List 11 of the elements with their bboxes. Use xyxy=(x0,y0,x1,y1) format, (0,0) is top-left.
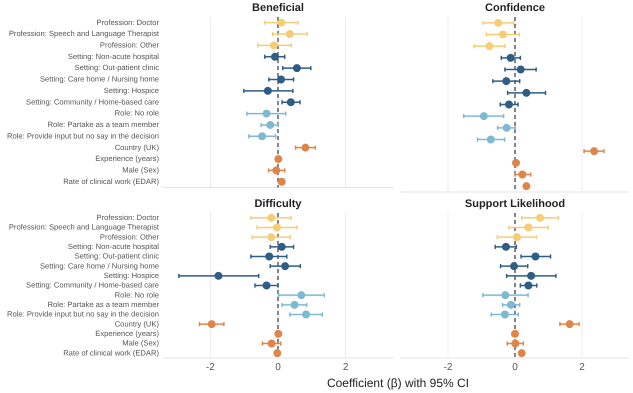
x-tick-label: 0 xyxy=(512,362,518,373)
chart-title: Beneficial xyxy=(252,2,304,14)
x-tick-label: 2 xyxy=(342,362,349,373)
x-tick-label: 2 xyxy=(579,362,586,373)
chart-title: Support Likelihood xyxy=(464,198,566,210)
chart-title: Difficulty xyxy=(254,198,302,210)
x-axis-title: Coefficient (β) with 95% CI xyxy=(326,376,470,390)
x-tick-label: 0 xyxy=(275,362,282,373)
x-tick-label: -2 xyxy=(206,362,216,373)
chart-title: Confidence xyxy=(485,2,545,14)
x-tick-label: -2 xyxy=(443,362,453,373)
